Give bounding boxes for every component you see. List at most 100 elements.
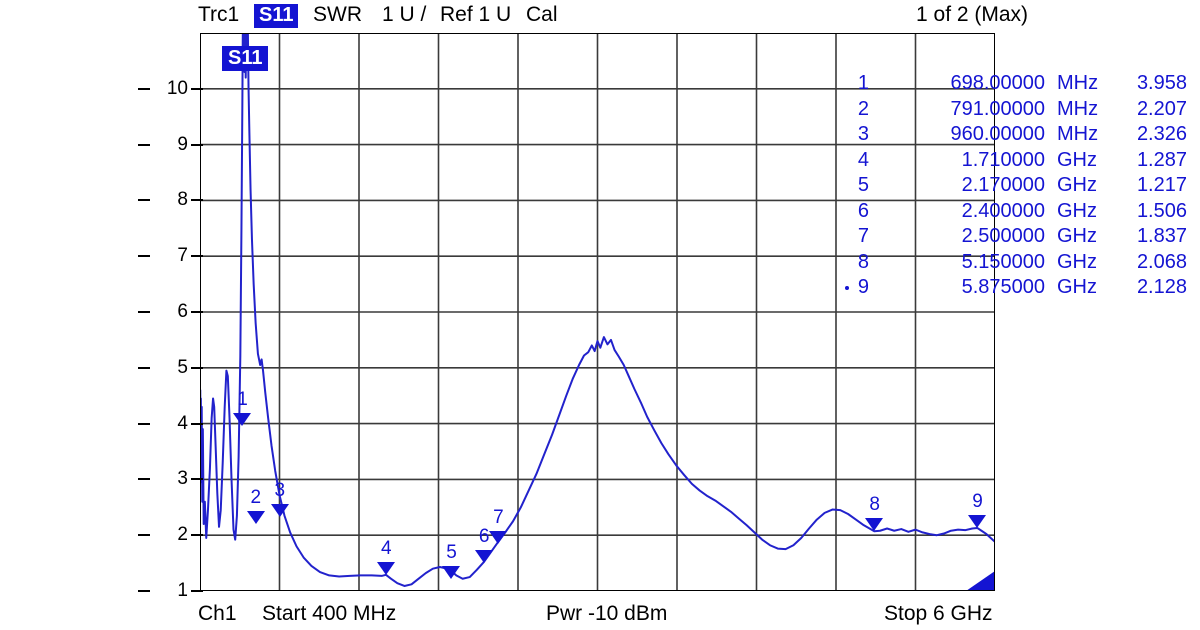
marker-value: 3.958	[1136, 72, 1187, 94]
marker-value-unit: U	[1187, 250, 1200, 276]
marker-row[interactable]: 6 2.400000 GHz 1.506U	[855, 199, 1200, 225]
marker-value-unit: U	[1187, 97, 1200, 123]
marker-number-2: 2	[250, 486, 262, 508]
y-axis-tick-mark	[138, 590, 150, 592]
y-axis-tick-mark	[138, 422, 150, 425]
marker-frequency-unit: MHz	[1057, 97, 1099, 120]
y-axis-tick-label: 6	[177, 301, 188, 322]
top-status-bar: Trc1 S11 SWR 1 U / Ref 1 U Cal 1 of 2 (M…	[0, 0, 1200, 30]
y-axis-tick-label: 9	[177, 133, 188, 155]
start-frequency-label[interactable]: Start 400 MHz	[262, 602, 397, 625]
marker-row[interactable]: 3 960.00000 MHz 2.326U	[855, 122, 1200, 148]
marker-frequency: 698.00000	[950, 72, 1045, 94]
y-axis-tick-label: 10	[166, 77, 188, 99]
marker-index: 2	[857, 97, 869, 120]
active-marker-dot-icon	[845, 286, 849, 290]
y-axis-tick-label: 1	[177, 580, 188, 601]
marker-row[interactable]: 2 791.00000 MHz 2.207U	[855, 97, 1200, 123]
page-indicator-label: 1 of 2 (Max)	[916, 3, 1029, 26]
marker-frequency: 960.00000	[950, 123, 1045, 145]
marker-value-unit: U	[1187, 224, 1200, 250]
marker-value: 2.326	[1136, 123, 1187, 145]
marker-value: 1.217	[1136, 174, 1187, 196]
marker-number-9: 9	[972, 491, 983, 513]
marker-frequency-unit: MHz	[1057, 72, 1099, 94]
y-axis-tick-mark	[138, 255, 150, 258]
marker-number-1: 1	[237, 388, 248, 410]
marker-symbol-9[interactable]	[968, 515, 987, 529]
marker-frequency-unit: GHz	[1057, 225, 1097, 247]
marker-value: 2.068	[1136, 250, 1187, 273]
y-axis-tick-mark	[191, 143, 203, 146]
stop-frequency-label[interactable]: Stop 6 GHz	[884, 602, 993, 625]
y-axis-tick-mark	[138, 311, 150, 313]
marker-row[interactable]: 1 698.00000 MHz 3.958U	[855, 71, 1200, 97]
cal-status-label[interactable]: Cal	[526, 3, 558, 26]
marker-number-5: 5	[446, 541, 457, 563]
marker-frequency-unit: GHz	[1057, 276, 1097, 298]
y-axis-tick-mark	[191, 87, 203, 90]
marker-frequency-unit: MHz	[1057, 123, 1099, 145]
marker-frequency: 5.150000	[961, 250, 1045, 273]
marker-frequency: 2.170000	[961, 174, 1045, 196]
bottom-status-bar: Ch1 Start 400 MHz Pwr -10 dBm Stop 6 GHz	[0, 600, 1200, 630]
marker-symbol-6[interactable]	[474, 549, 493, 563]
marker-index: 9	[857, 276, 869, 298]
marker-index: 6	[857, 199, 869, 222]
y-axis-tick-label: 5	[177, 356, 188, 378]
marker-row[interactable]: 9 5.875000 GHz 2.128U	[845, 275, 1200, 301]
y-axis-tick-mark	[138, 366, 150, 369]
marker-symbol-8[interactable]	[865, 518, 884, 532]
trace-format-label[interactable]: SWR	[313, 3, 362, 26]
trace-badge[interactable]: S11	[222, 46, 269, 71]
marker-readout-table[interactable]: 1698.00000MHz3.958U2791.00000MHz2.207U39…	[845, 71, 1200, 301]
y-axis-tick-mark	[191, 590, 203, 592]
trace-curve	[200, 33, 995, 587]
s-parameter-badge[interactable]: S11	[254, 4, 299, 28]
marker-value-unit: U	[1187, 199, 1200, 225]
marker-frequency-unit: GHz	[1057, 174, 1097, 196]
marker-symbol-4[interactable]	[376, 561, 395, 575]
y-axis-tick-mark	[138, 534, 150, 537]
power-level-label[interactable]: Pwr -10 dBm	[546, 602, 668, 625]
trace-plot	[200, 33, 995, 591]
scale-per-div-label[interactable]: 1 U /	[382, 3, 427, 26]
marker-row[interactable]: 4 1.710000 GHz 1.287U	[855, 148, 1200, 174]
marker-frequency-unit: GHz	[1057, 199, 1097, 222]
y-axis-tick-mark	[191, 422, 203, 425]
marker-number-4: 4	[380, 537, 392, 559]
trace-name-label[interactable]: Trc1	[198, 3, 240, 26]
marker-frequency-unit: GHz	[1057, 250, 1097, 273]
y-axis-tick-label: 2	[177, 524, 188, 546]
marker-value-unit: U	[1187, 122, 1200, 148]
marker-symbol-3[interactable]	[270, 504, 289, 517]
marker-value-unit: U	[1187, 148, 1200, 174]
marker-row[interactable]: 8 5.150000 GHz 2.068U	[855, 250, 1200, 276]
marker-index: 7	[857, 225, 869, 247]
marker-number-6: 6	[478, 525, 490, 547]
marker-row[interactable]: 5 2.170000 GHz 1.217U	[855, 173, 1200, 199]
marker-symbol-5[interactable]	[442, 565, 461, 579]
channel-label[interactable]: Ch1	[198, 602, 237, 625]
y-axis-tick-label: 7	[177, 245, 188, 267]
marker-index: 4	[857, 148, 869, 171]
grid-lines	[200, 33, 995, 591]
y-axis-tick-mark	[191, 199, 203, 202]
reference-value-label[interactable]: Ref 1 U	[440, 3, 512, 26]
y-axis-tick-mark	[191, 534, 203, 537]
stop-frequency-corner-marker	[966, 571, 995, 591]
marker-symbol-1[interactable]	[233, 412, 252, 426]
y-axis-tick-label: 3	[177, 468, 188, 490]
y-axis-tick-mark	[138, 87, 150, 90]
y-axis-tick-mark	[138, 199, 150, 202]
marker-value-unit: U	[1187, 275, 1200, 301]
marker-row[interactable]: 7 2.500000 GHz 1.837U	[855, 224, 1200, 250]
marker-frequency: 2.500000	[961, 225, 1045, 247]
marker-symbol-7[interactable]	[489, 531, 508, 545]
marker-number-8: 8	[869, 494, 880, 516]
marker-symbol-2[interactable]	[246, 510, 265, 524]
marker-value: 1.287	[1136, 148, 1187, 171]
marker-frequency: 1.710000	[961, 148, 1045, 171]
y-axis-tick-mark	[138, 143, 150, 146]
